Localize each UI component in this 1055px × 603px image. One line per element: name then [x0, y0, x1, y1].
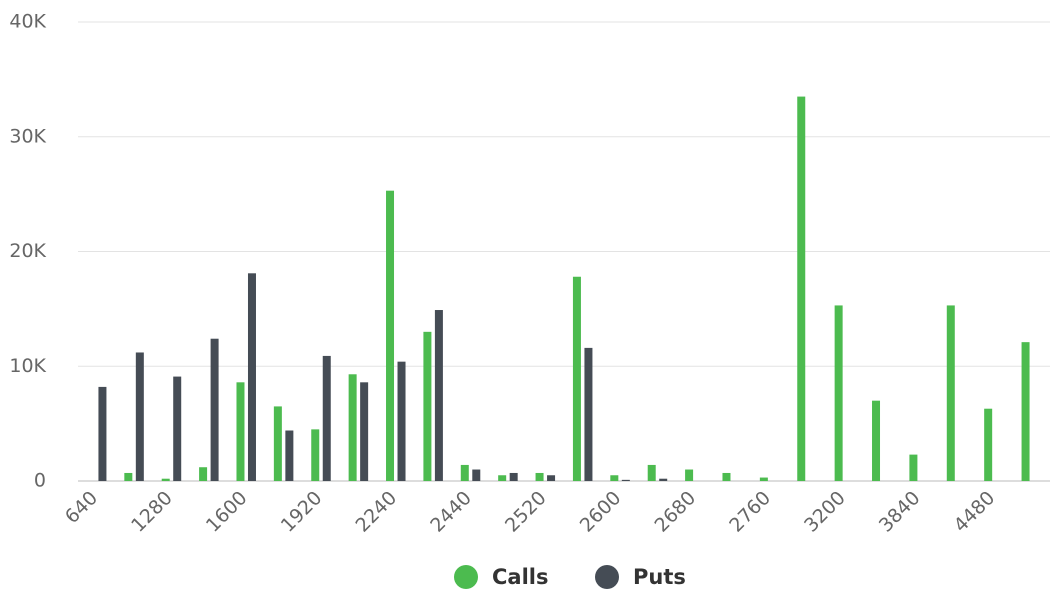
bar: [434, 310, 443, 481]
bar: [498, 475, 507, 481]
x-tick-label: 2440: [426, 487, 476, 537]
bar: [834, 305, 843, 481]
bar: [285, 430, 294, 481]
bar: [397, 361, 406, 481]
bar: [872, 400, 881, 481]
bar: [984, 408, 993, 481]
x-tick-label: 2760: [725, 487, 775, 537]
bar: [946, 305, 955, 481]
bar: [584, 347, 593, 481]
y-tick-label: 10K: [9, 355, 46, 377]
x-tick-label: 4480: [950, 487, 1000, 537]
bar: [423, 331, 432, 481]
bar: [460, 464, 469, 481]
x-tick-label: 2680: [651, 487, 701, 537]
bar: [322, 355, 331, 481]
bar: [621, 479, 630, 481]
bar: [348, 374, 357, 481]
x-tick-label: 3840: [875, 487, 925, 537]
bar: [98, 386, 107, 481]
bar: [509, 472, 518, 481]
bar: [797, 96, 806, 482]
bar: [199, 467, 208, 481]
bar: [472, 469, 481, 481]
bar: [210, 338, 219, 481]
bar: [659, 478, 668, 481]
bar: [647, 464, 656, 481]
x-tick-label: 1600: [202, 487, 252, 537]
bar: [722, 472, 731, 481]
bar: [759, 477, 768, 481]
legend-label: Calls: [492, 565, 548, 589]
x-tick-label: 1920: [277, 487, 327, 537]
bar: [685, 469, 694, 481]
x-tick-label: 2240: [351, 487, 401, 537]
x-tick-label: 3200: [800, 487, 850, 537]
bar: [610, 475, 619, 481]
x-tick-label: 1280: [127, 487, 177, 537]
bar: [161, 478, 170, 481]
bar: [572, 276, 581, 481]
y-tick-label: 0: [34, 470, 46, 492]
y-tick-label: 40K: [9, 11, 46, 33]
bar: [124, 472, 133, 481]
y-tick-label: 20K: [9, 240, 46, 262]
legend-marker: [595, 565, 619, 589]
bar: [1021, 342, 1030, 481]
y-tick-label: 30K: [9, 125, 46, 147]
x-tick-label: 640: [61, 487, 102, 528]
bar: [547, 475, 556, 481]
bar: [311, 429, 320, 481]
x-tick-label: 2520: [501, 487, 551, 537]
legend-label: Puts: [633, 565, 686, 589]
bar: [236, 382, 245, 481]
x-tick-label: 2600: [576, 487, 626, 537]
bar: [909, 454, 918, 481]
bar: [360, 382, 369, 481]
bar: [135, 352, 144, 481]
bar: [173, 376, 182, 481]
legend-marker: [454, 565, 478, 589]
bar: [273, 406, 282, 481]
bar: [535, 472, 544, 481]
bar: [247, 273, 256, 481]
bar: [386, 190, 395, 481]
